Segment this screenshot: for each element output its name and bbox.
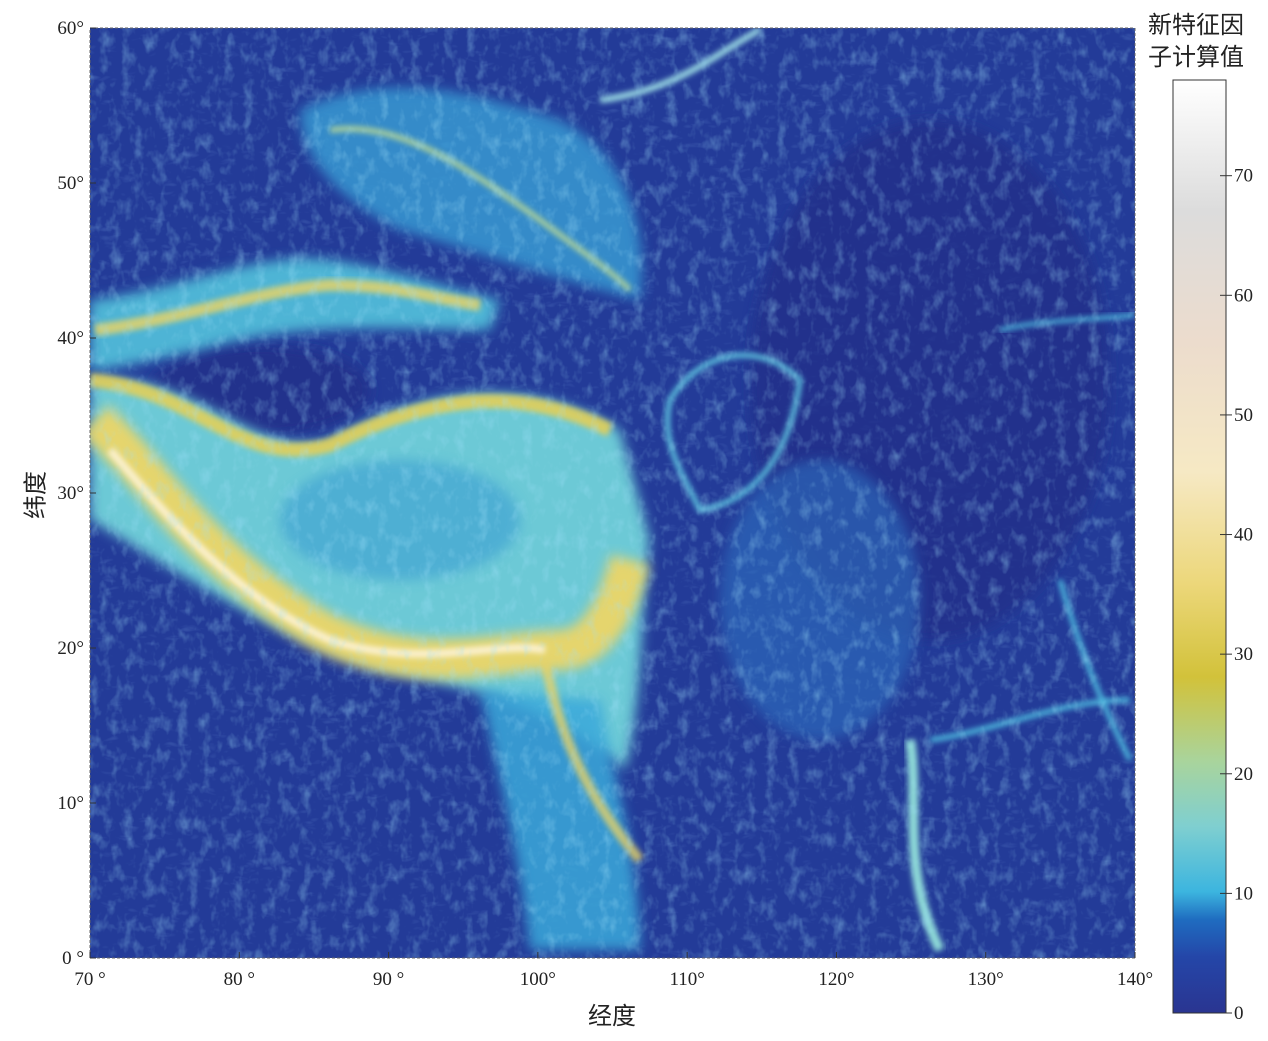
y-tick-label: 50° — [57, 173, 84, 194]
colorbar-tick-label: 30 — [1234, 644, 1253, 665]
colorbar-tick-label: 10 — [1234, 883, 1253, 904]
figure: 经度 纬度 新特征因 子计算值 70 ° 80 ° 90 ° 100° 110° 120°… — [0, 0, 1268, 1036]
x-tick-label: 130° — [968, 969, 1004, 990]
colorbar-tick-label: 70 — [1234, 166, 1253, 187]
x-tick-label: 140° — [1117, 969, 1153, 990]
colorbar-tick-label: 50 — [1234, 405, 1253, 426]
heatmap — [90, 28, 1135, 958]
y-tick-label: 10° — [57, 793, 84, 814]
colorbar-title: 新特征因 — [1148, 12, 1244, 39]
colorbar-tick-label: 20 — [1234, 764, 1253, 785]
y-tick-label: 0 ° — [62, 948, 84, 969]
colorbar-tick-label: 40 — [1234, 525, 1253, 546]
x-axis-title: 经度 — [588, 1003, 636, 1030]
x-tick-label: 90 ° — [373, 969, 404, 990]
y-tick-label: 60° — [57, 18, 84, 39]
y-tick-label: 30° — [57, 483, 84, 504]
x-tick-label: 110° — [669, 969, 704, 990]
y-axis-title: 纬度 — [23, 471, 50, 519]
y-tick-label: 20° — [57, 638, 84, 659]
x-tick-label: 100° — [520, 969, 556, 990]
colorbar-tick-label: 60 — [1234, 285, 1253, 306]
colorbar-tick-label: 0 — [1234, 1003, 1244, 1024]
x-tick-label: 120° — [818, 969, 854, 990]
colorbar — [1173, 80, 1226, 1013]
y-tick-label: 40° — [57, 328, 84, 349]
x-tick-label: 80 ° — [224, 969, 255, 990]
x-tick-label: 70 ° — [74, 969, 105, 990]
colorbar-title: 子计算值 — [1148, 44, 1244, 71]
